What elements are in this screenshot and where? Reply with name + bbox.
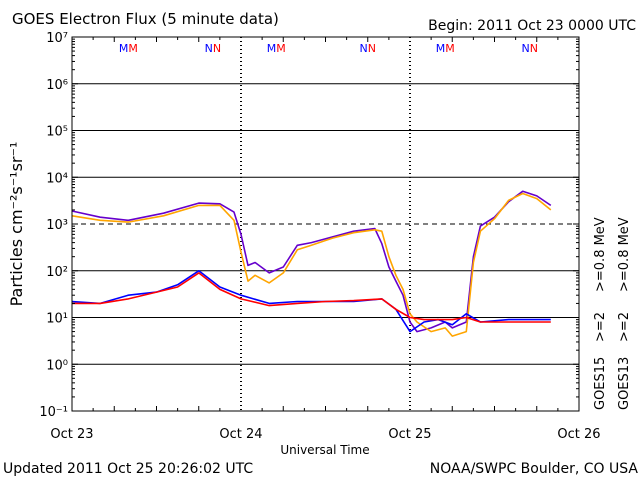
legend: GOES15 >=2 >=0.8 MeV GOES13 >=2 >=0.8 MeV — [593, 217, 632, 410]
x-tick-label: Oct 24 — [219, 427, 262, 442]
x-axis-label: Universal Time — [280, 443, 369, 457]
y-axis-label: Particles cm⁻²s⁻¹sr⁻¹ — [7, 142, 26, 307]
series-line — [72, 272, 551, 323]
legend-satellite: GOES15 — [593, 357, 608, 410]
x-tick-label: Oct 26 — [557, 427, 600, 442]
legend-item: >=2 — [617, 312, 632, 342]
y-tick-label: 10⁶ — [46, 78, 68, 93]
x-axis-ticks: Oct 23 Oct 24 Oct 25 Oct 26 — [50, 37, 601, 442]
y-tick-label: 10⁰ — [46, 358, 68, 373]
legend-item: >=2 — [593, 312, 608, 342]
y-tick-label: 10⁴ — [46, 171, 68, 186]
series-line — [71, 192, 552, 337]
series-line — [71, 269, 551, 333]
series-line — [71, 190, 552, 333]
credit-line: NOAA/SWPC Boulder, CO USA — [430, 461, 639, 477]
satellite-marker: MM — [436, 42, 455, 55]
satellite-marker: NN — [205, 42, 221, 55]
legend-item: >=0.8 MeV — [593, 217, 608, 292]
satellite-marker: NN — [360, 42, 376, 55]
y-tick-label: 10³ — [46, 218, 68, 233]
y-tick-label: 10⁻¹ — [39, 405, 68, 420]
y-tick-label: 10⁷ — [46, 31, 68, 46]
satellite-markers: MM NN MM NN MM NN — [119, 42, 538, 55]
chart-title: GOES Electron Flux (5 minute data) — [12, 10, 279, 28]
updated-timestamp: Updated 2011 Oct 25 20:26:02 UTC — [3, 461, 253, 477]
plot-grid — [72, 37, 579, 411]
y-tick-label: 10⁵ — [46, 125, 68, 140]
y-tick-label: 10² — [46, 265, 68, 280]
satellite-marker: NN — [521, 42, 537, 55]
x-tick-label: Oct 23 — [50, 427, 93, 442]
satellite-marker: MM — [267, 42, 286, 55]
x-tick-label: Oct 25 — [388, 427, 431, 442]
y-tick-label: 10¹ — [46, 312, 68, 327]
legend-item: >=0.8 MeV — [617, 217, 632, 292]
y-axis-ticks: 10⁻¹ 10⁰ 10¹ 10² 10³ 10⁴ 10⁵ 10⁶ 10⁷ — [39, 31, 579, 420]
begin-date: Begin: 2011 Oct 23 0000 UTC — [428, 18, 636, 34]
legend-satellite: GOES13 — [617, 357, 632, 410]
series-group — [71, 190, 552, 337]
satellite-marker: MM — [119, 42, 138, 55]
